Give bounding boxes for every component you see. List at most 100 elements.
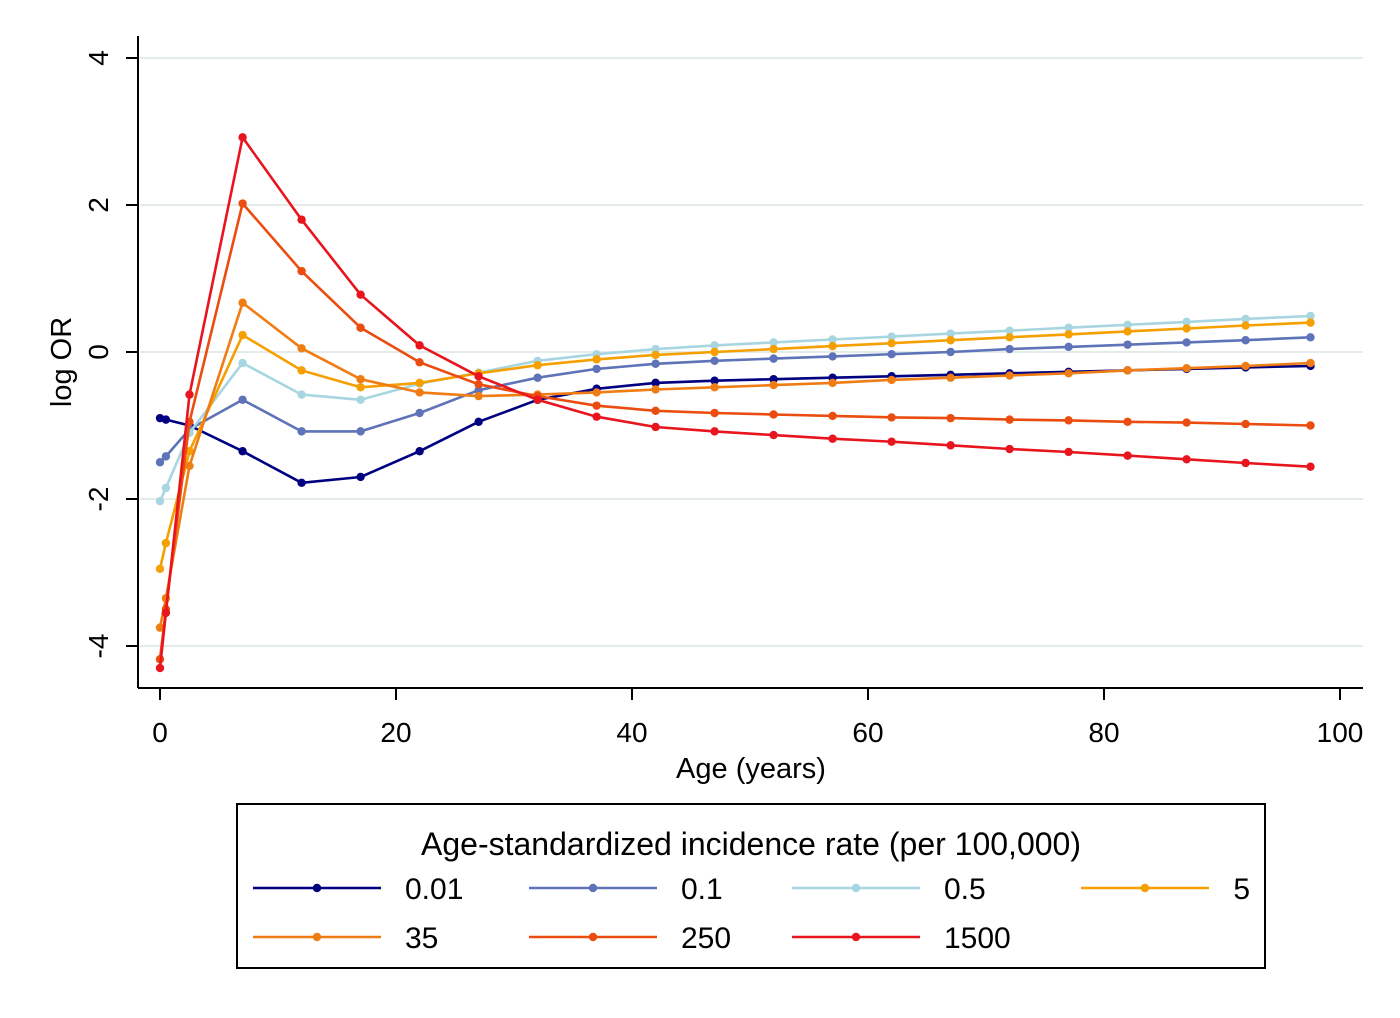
data-point xyxy=(710,408,719,418)
data-point xyxy=(828,341,837,351)
data-point xyxy=(1182,363,1191,373)
data-point xyxy=(651,422,660,432)
data-point xyxy=(474,372,483,381)
data-point xyxy=(828,434,837,443)
data-point xyxy=(1064,323,1073,332)
axes xyxy=(137,36,1363,689)
data-point xyxy=(1123,327,1132,336)
data-point xyxy=(474,386,483,395)
legend-label: 0.1 xyxy=(681,873,723,906)
data-point xyxy=(185,461,194,471)
data-point xyxy=(474,380,483,389)
data-point xyxy=(1306,333,1315,342)
data-point xyxy=(238,298,247,307)
legend-label: 1500 xyxy=(944,922,1011,955)
data-point xyxy=(651,385,660,394)
legend-item: 35 xyxy=(253,922,438,955)
data-point xyxy=(1306,358,1315,368)
data-point xyxy=(1064,330,1073,339)
data-point xyxy=(356,395,365,404)
data-point xyxy=(1241,458,1250,468)
data-point xyxy=(415,341,424,350)
data-point xyxy=(887,375,896,385)
data-point xyxy=(415,358,424,367)
data-point xyxy=(1182,324,1191,333)
data-point xyxy=(769,430,778,440)
data-point xyxy=(297,215,306,224)
data-point xyxy=(474,391,483,401)
data-point xyxy=(828,378,837,388)
series-5 xyxy=(155,318,1315,574)
data-point xyxy=(592,355,601,364)
legend-item: 250 xyxy=(529,922,731,955)
legend-item: 5 xyxy=(1081,873,1250,906)
data-point xyxy=(297,266,306,276)
data-point xyxy=(828,352,837,361)
data-point xyxy=(161,483,171,493)
series-0.01 xyxy=(155,361,1315,488)
legend-label: 0.01 xyxy=(405,873,463,906)
legend-swatch-marker xyxy=(312,883,322,893)
data-point xyxy=(1123,417,1132,427)
data-point xyxy=(651,359,660,368)
data-point xyxy=(1182,338,1191,347)
series-1500 xyxy=(155,133,1315,673)
x-tick-label: 80 xyxy=(1088,717,1119,748)
data-point xyxy=(161,608,171,618)
data-point xyxy=(1306,311,1315,321)
data-point xyxy=(710,427,719,436)
data-point xyxy=(297,427,306,436)
data-point xyxy=(356,472,365,482)
data-point xyxy=(651,378,660,388)
data-point xyxy=(297,390,306,399)
data-point xyxy=(828,335,837,344)
legend-swatch-marker xyxy=(588,932,598,942)
data-point xyxy=(356,290,365,299)
data-point xyxy=(946,373,955,382)
x-ticks: 0 20 40 60 80 100 xyxy=(152,688,1363,748)
data-point xyxy=(155,497,165,506)
legend-swatch-marker xyxy=(312,932,322,942)
data-point xyxy=(828,411,837,421)
data-point xyxy=(297,366,306,375)
x-tick-label: 20 xyxy=(380,717,411,748)
data-point xyxy=(238,395,247,404)
data-point xyxy=(1306,421,1315,430)
data-point xyxy=(769,338,778,347)
data-point xyxy=(1182,317,1191,327)
x-tick-label: 60 xyxy=(852,717,883,748)
legend-item: 0.5 xyxy=(792,873,986,906)
legend-label: 35 xyxy=(405,922,438,955)
data-point xyxy=(1064,416,1073,425)
y-tick-label: -4 xyxy=(83,634,114,659)
data-point xyxy=(356,383,365,392)
data-point xyxy=(887,350,896,359)
legend-label: 0.5 xyxy=(944,873,986,906)
data-point xyxy=(1064,369,1073,378)
data-point xyxy=(238,447,247,456)
legend-swatch-marker xyxy=(588,883,598,893)
data-point xyxy=(592,401,601,410)
data-point xyxy=(1123,320,1132,330)
data-point xyxy=(1241,336,1250,345)
data-point xyxy=(1005,326,1014,335)
legend-item: 1500 xyxy=(792,922,1011,955)
data-point xyxy=(769,410,778,419)
data-point xyxy=(1005,415,1014,424)
data-point xyxy=(415,378,424,388)
data-point xyxy=(1123,366,1132,375)
data-point xyxy=(155,663,165,673)
data-point xyxy=(1182,418,1191,427)
data-point xyxy=(356,374,365,384)
series-group xyxy=(155,133,1315,673)
legend-title: Age-standardized incidence rate (per 100… xyxy=(421,826,1081,862)
legend-label: 250 xyxy=(681,922,731,955)
y-tick-label: -2 xyxy=(83,487,114,512)
x-axis-title: Age (years) xyxy=(676,753,826,785)
data-point xyxy=(651,344,660,354)
data-point xyxy=(155,623,165,632)
data-point xyxy=(946,336,955,345)
grid-lines xyxy=(140,57,1363,647)
data-point xyxy=(887,332,896,341)
